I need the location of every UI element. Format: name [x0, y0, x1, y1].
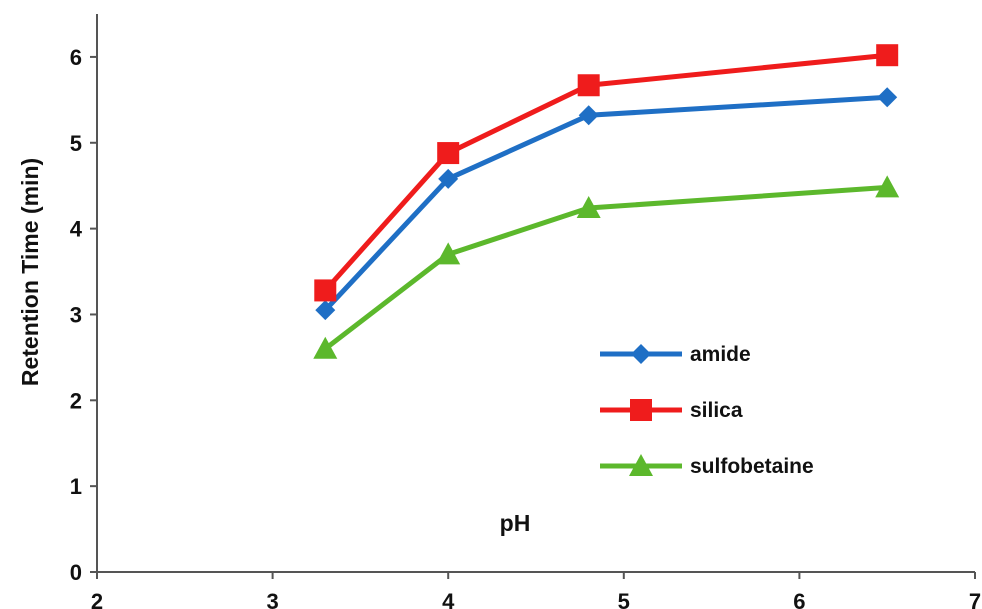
x-ticks: 2 3 4 5 6 7: [91, 572, 981, 609]
legend-label: sulfobetaine: [690, 455, 814, 478]
y-tick-label: 2: [70, 388, 82, 413]
x-tick-label: 3: [266, 589, 278, 609]
x-tick-label: 5: [618, 589, 630, 609]
series-line-amide: [323, 94, 888, 312]
data-point-amide: [877, 87, 898, 108]
data-point-sulfobetaine: [576, 196, 601, 219]
y-ticks: 0 1 2 3 4 5 6: [70, 45, 97, 585]
legend-item-sulfobetaine: sulfobetaine: [600, 454, 814, 478]
y-tick-label: 5: [70, 131, 82, 156]
data-point-silica: [577, 74, 600, 97]
data-point-amide: [315, 300, 336, 321]
data-point-silica: [876, 44, 899, 67]
y-tick-label: 0: [70, 560, 82, 585]
y-tick-label: 3: [70, 302, 82, 327]
x-tick-label: 7: [969, 589, 981, 609]
data-point-amide: [578, 105, 599, 126]
series-silica: [314, 44, 899, 302]
series-amide: [315, 87, 898, 321]
legend-label: amide: [690, 343, 751, 366]
y-tick-label: 4: [70, 217, 83, 242]
x-tick-label: 2: [91, 589, 103, 609]
legend-item-amide: amide: [600, 343, 751, 366]
data-point-silica: [437, 142, 460, 165]
series-layer: [313, 44, 900, 359]
x-tick-label: 4: [442, 589, 455, 609]
legend-marker: [629, 454, 653, 476]
legend-marker: [630, 399, 652, 421]
series-line-sulfobetaine: [323, 184, 888, 351]
data-point-sulfobetaine: [313, 336, 338, 359]
series-sulfobetaine: [313, 175, 900, 359]
data-point-sulfobetaine: [875, 175, 900, 198]
y-axis-title: Retention Time (min): [17, 158, 43, 386]
data-point-silica: [314, 279, 337, 302]
data-point-amide: [438, 168, 459, 189]
legend-label: silica: [690, 399, 743, 422]
legend: amide silica sulfobetaine: [600, 343, 814, 478]
x-axis-title: pH: [500, 510, 531, 536]
legend-item-silica: silica: [600, 399, 743, 422]
y-tick-label: 1: [70, 474, 82, 499]
legend-marker: [631, 344, 651, 364]
data-point-sulfobetaine: [436, 242, 461, 265]
series-line-silica: [323, 52, 888, 293]
x-tick-label: 6: [793, 589, 805, 609]
axes: [96, 14, 975, 573]
y-tick-label: 6: [70, 45, 82, 70]
